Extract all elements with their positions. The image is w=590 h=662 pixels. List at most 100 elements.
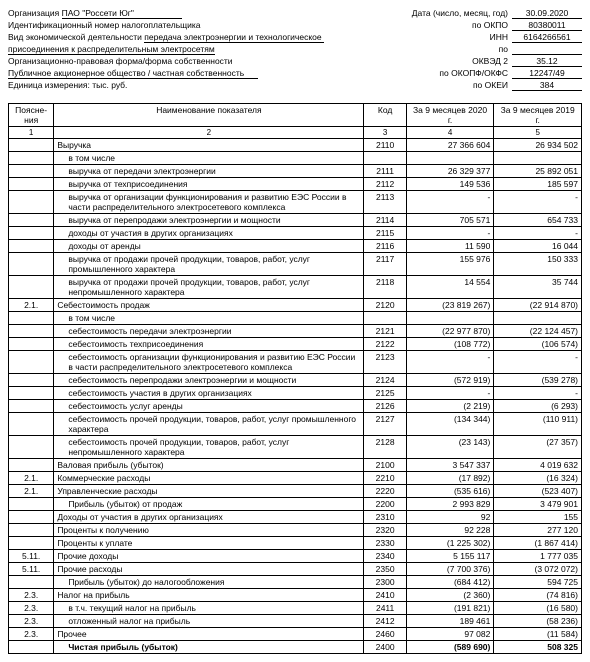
cell-code: 2126 <box>364 400 406 413</box>
cell-expl <box>9 338 54 351</box>
cell-expl <box>9 374 54 387</box>
table-row: Проценты к получению232092 228277 120 <box>9 524 582 537</box>
table-row: выручка от перепродажи электроэнергии и … <box>9 214 582 227</box>
table-row: себестоимость прочей продукции, товаров,… <box>9 436 582 459</box>
cell-value-2019: 185 597 <box>494 178 582 191</box>
cell-code: 2125 <box>364 387 406 400</box>
cell-code: 2127 <box>364 413 406 436</box>
okopf-value: 12247/49 <box>512 68 582 79</box>
table-row: 2.1.Управленческие расходы2220(535 616)(… <box>9 485 582 498</box>
date-label: Дата (число, месяц, год) <box>412 8 508 19</box>
cell-name: в т.ч. текущий налог на прибыль <box>54 602 364 615</box>
cell-value-2019: (16 324) <box>494 472 582 485</box>
cell-value-2020 <box>406 152 494 165</box>
cell-value-2019: (6 293) <box>494 400 582 413</box>
activity-value: передача электроэнергии и технологическо… <box>144 32 324 43</box>
table-colnum-row: 1 2 3 4 5 <box>9 127 582 139</box>
cell-value-2019: - <box>494 387 582 400</box>
cell-value-2020: (23 143) <box>406 436 494 459</box>
cell-expl: 2.3. <box>9 589 54 602</box>
header-indicator: Наименование показателя <box>54 104 364 127</box>
cell-value-2020: (572 919) <box>406 374 494 387</box>
cell-name: Валовая прибыль (убыток) <box>54 459 364 472</box>
okpo-value: 80380011 <box>512 20 582 31</box>
cell-value-2019: - <box>494 191 582 214</box>
cell-value-2020: (134 344) <box>406 413 494 436</box>
cell-value-2019: 26 934 502 <box>494 139 582 152</box>
cell-value-2020: (684 412) <box>406 576 494 589</box>
cell-expl <box>9 325 54 338</box>
cell-value-2019: (106 574) <box>494 338 582 351</box>
okved2-label: ОКВЭД 2 <box>418 56 508 67</box>
cell-expl <box>9 152 54 165</box>
table-row: себестоимость прочей продукции, товаров,… <box>9 413 582 436</box>
cell-value-2019: (22 914 870) <box>494 299 582 312</box>
cell-name: себестоимость прочей продукции, товаров,… <box>54 436 364 459</box>
cell-value-2020: (23 819 267) <box>406 299 494 312</box>
cell-name: Прибыль (убыток) от продаж <box>54 498 364 511</box>
cell-value-2020: 26 329 377 <box>406 165 494 178</box>
cell-expl: 5.11. <box>9 550 54 563</box>
cell-name: себестоимость перепродажи электроэнергии… <box>54 374 364 387</box>
cell-name: себестоимость прочей продукции, товаров,… <box>54 413 364 436</box>
org-value: ПАО "Россети Юг" <box>62 8 182 19</box>
colnum-1: 1 <box>9 127 54 139</box>
cell-code: 2300 <box>364 576 406 589</box>
inn-value: 6164266561 <box>512 32 582 43</box>
cell-value-2020: - <box>406 191 494 214</box>
cell-code: 2122 <box>364 338 406 351</box>
table-row: 2.3.в т.ч. текущий налог на прибыль2411(… <box>9 602 582 615</box>
table-row: выручка от техприсоединения2112149 53618… <box>9 178 582 191</box>
table-row: Прибыль (убыток) до налогообложения2300(… <box>9 576 582 589</box>
cell-value-2019: 25 892 051 <box>494 165 582 178</box>
cell-value-2019: 1 777 035 <box>494 550 582 563</box>
cell-name: Прибыль (убыток) до налогообложения <box>54 576 364 589</box>
cell-name: отложенный налог на прибыль <box>54 615 364 628</box>
cell-expl <box>9 276 54 299</box>
colnum-4: 4 <box>406 127 494 139</box>
cell-name: Проценты к получению <box>54 524 364 537</box>
activity-value2: присоединения к распределительным электр… <box>8 44 215 55</box>
cell-code: 2210 <box>364 472 406 485</box>
cell-value-2020 <box>406 312 494 325</box>
header-explanations: Поясне-ния <box>9 104 54 127</box>
table-row: в том числе <box>9 312 582 325</box>
cell-code: 2118 <box>364 276 406 299</box>
form-value: Публичное акционерное общество / частная… <box>8 68 258 79</box>
cell-code <box>364 312 406 325</box>
cell-name: Коммерческие расходы <box>54 472 364 485</box>
cell-value-2020: 149 536 <box>406 178 494 191</box>
cell-expl <box>9 537 54 550</box>
table-row: себестоимость организации функционирован… <box>9 351 582 374</box>
cell-name: Прочие доходы <box>54 550 364 563</box>
cell-code: 2116 <box>364 240 406 253</box>
table-row: 2.3.Прочее246097 082(11 584) <box>9 628 582 641</box>
cell-value-2020: 14 554 <box>406 276 494 299</box>
cell-code: 2410 <box>364 589 406 602</box>
cell-value-2019: 16 044 <box>494 240 582 253</box>
cell-value-2020: (535 616) <box>406 485 494 498</box>
table-row: себестоимость техприсоединения2122(108 7… <box>9 338 582 351</box>
table-row: выручка от организации функционирования … <box>9 191 582 214</box>
cell-value-2019: (16 580) <box>494 602 582 615</box>
cell-value-2020: 92 228 <box>406 524 494 537</box>
okpo-label: по ОКПО <box>418 20 508 31</box>
cell-value-2019: 277 120 <box>494 524 582 537</box>
cell-value-2019 <box>494 152 582 165</box>
financial-table: Поясне-ния Наименование показателя Код З… <box>8 103 582 654</box>
table-header-row: Поясне-ния Наименование показателя Код З… <box>9 104 582 127</box>
cell-name: выручка от продажи прочей продукции, тов… <box>54 276 364 299</box>
cell-name: выручка от организации функционирования … <box>54 191 364 214</box>
cell-expl <box>9 165 54 178</box>
cell-expl <box>9 400 54 413</box>
cell-expl <box>9 524 54 537</box>
cell-name: себестоимость передачи электроэнергии <box>54 325 364 338</box>
header-code: Код <box>364 104 406 127</box>
cell-value-2020: 189 461 <box>406 615 494 628</box>
header-period2: За 9 месяцев 2019 г. <box>494 104 582 127</box>
table-row: доходы от участия в других организациях2… <box>9 227 582 240</box>
table-row: 2.3.Налог на прибыль2410(2 360)(74 816) <box>9 589 582 602</box>
cell-expl: 2.3. <box>9 602 54 615</box>
cell-value-2020: (22 977 870) <box>406 325 494 338</box>
cell-value-2020: 3 547 337 <box>406 459 494 472</box>
